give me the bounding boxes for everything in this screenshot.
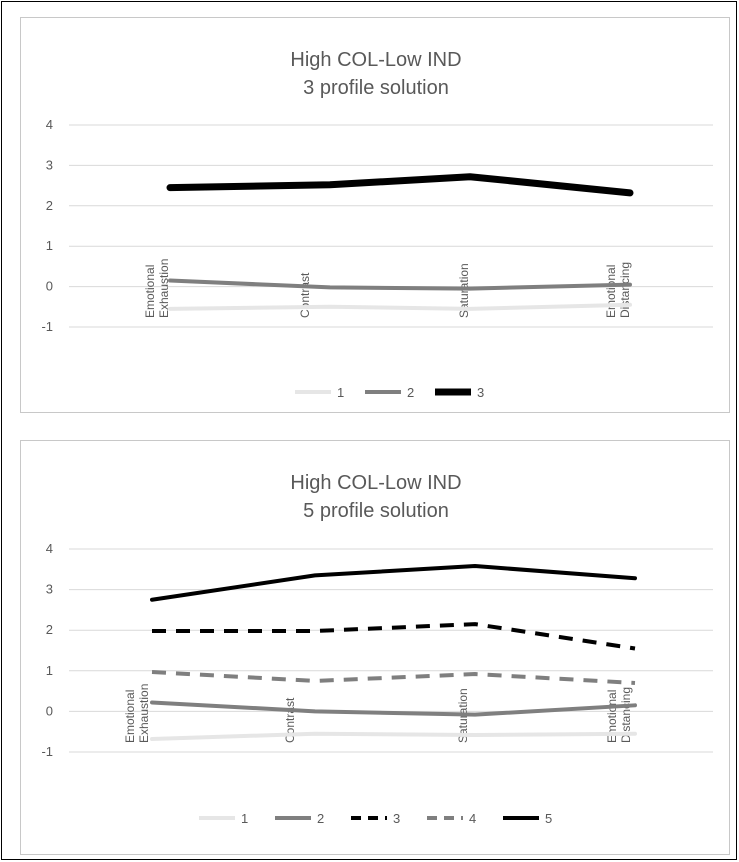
legend-label: 2: [317, 811, 324, 826]
series-line-4: [151, 670, 636, 685]
x-category-label: Saturation: [457, 263, 471, 318]
legend-label: 4: [469, 811, 476, 826]
series-line-1: [168, 302, 632, 311]
y-tick-label: -1: [41, 744, 53, 759]
series-line-2: [168, 278, 632, 291]
legend-label: 5: [545, 811, 552, 826]
x-category-label-line: Emotional: [123, 690, 137, 743]
y-tick-label: 2: [46, 622, 53, 637]
chart-subtitle: 3 profile solution: [303, 77, 449, 99]
y-tick-label: 0: [46, 703, 53, 718]
x-category-label: Contrast: [298, 272, 312, 318]
series-line-1: [150, 731, 637, 742]
y-tick-label: -1: [41, 319, 53, 334]
legend-item-1: 1: [199, 811, 248, 826]
legend-item-1: 1: [295, 385, 344, 400]
series-line-2: [150, 700, 637, 717]
y-tick-label: 4: [46, 117, 53, 132]
x-category-label: Emotional Exhaustion: [143, 259, 171, 318]
chart-panel-3-profile: High COL-Low IND 3 profile solution -1 0 1 2 3…: [20, 17, 730, 413]
chart-5-profile: High COL-Low IND 5 profile solution -1 0 1 2 3…: [41, 472, 713, 826]
legend-item-2: 2: [275, 811, 324, 826]
x-category-label-line: Exhaustion: [157, 259, 171, 318]
chart-subtitle: 5 profile solution: [303, 500, 449, 522]
x-category-label: Emotional Distancing: [604, 262, 632, 318]
series-line-3: [166, 173, 634, 197]
chart-panel-5-profile: High COL-Low IND 5 profile solution -1 0 1 2 3…: [20, 440, 730, 855]
legend-item-5: 5: [503, 811, 552, 826]
y-tick-label: 2: [46, 198, 53, 213]
series-line-5: [150, 564, 637, 602]
x-category-label: Emotional Distancing: [605, 687, 633, 743]
y-tick-label: 4: [46, 541, 53, 556]
legend-label: 2: [407, 385, 414, 400]
y-tick-label: 3: [46, 157, 53, 172]
legend-label: 1: [337, 385, 344, 400]
x-category-label-line: Emotional: [605, 690, 619, 743]
x-category-label-line: Distancing: [618, 262, 632, 318]
chart-title: High COL-Low IND: [290, 472, 461, 494]
x-category-label-line: Emotional: [604, 265, 618, 318]
x-category-label: Emotional Exhaustion: [123, 684, 151, 743]
legend-item-3: 3: [435, 385, 484, 400]
y-tick-label: 0: [46, 279, 53, 294]
x-category-label-line: Saturation: [457, 263, 471, 318]
legend-item-2: 2: [365, 385, 414, 400]
legend-item-3: 3: [351, 811, 400, 826]
x-category-label-line: Emotional: [143, 265, 157, 318]
y-tick-label: 1: [46, 238, 53, 253]
x-category-label-line: Contrast: [298, 272, 312, 318]
legend-label: 3: [477, 385, 484, 400]
x-category-label-line: Distancing: [619, 687, 633, 743]
series-line-3: [152, 622, 636, 651]
legend-item-4: 4: [427, 811, 476, 826]
y-tick-label: 1: [46, 663, 53, 678]
legend-label: 1: [241, 811, 248, 826]
y-tick-label: 3: [46, 582, 53, 597]
legend-label: 3: [393, 811, 400, 826]
chart-title: High COL-Low IND: [290, 49, 461, 71]
x-category-label-line: Exhaustion: [137, 684, 151, 743]
chart-3-profile: High COL-Low IND 3 profile solution -1 0 1 2 3…: [41, 49, 713, 400]
